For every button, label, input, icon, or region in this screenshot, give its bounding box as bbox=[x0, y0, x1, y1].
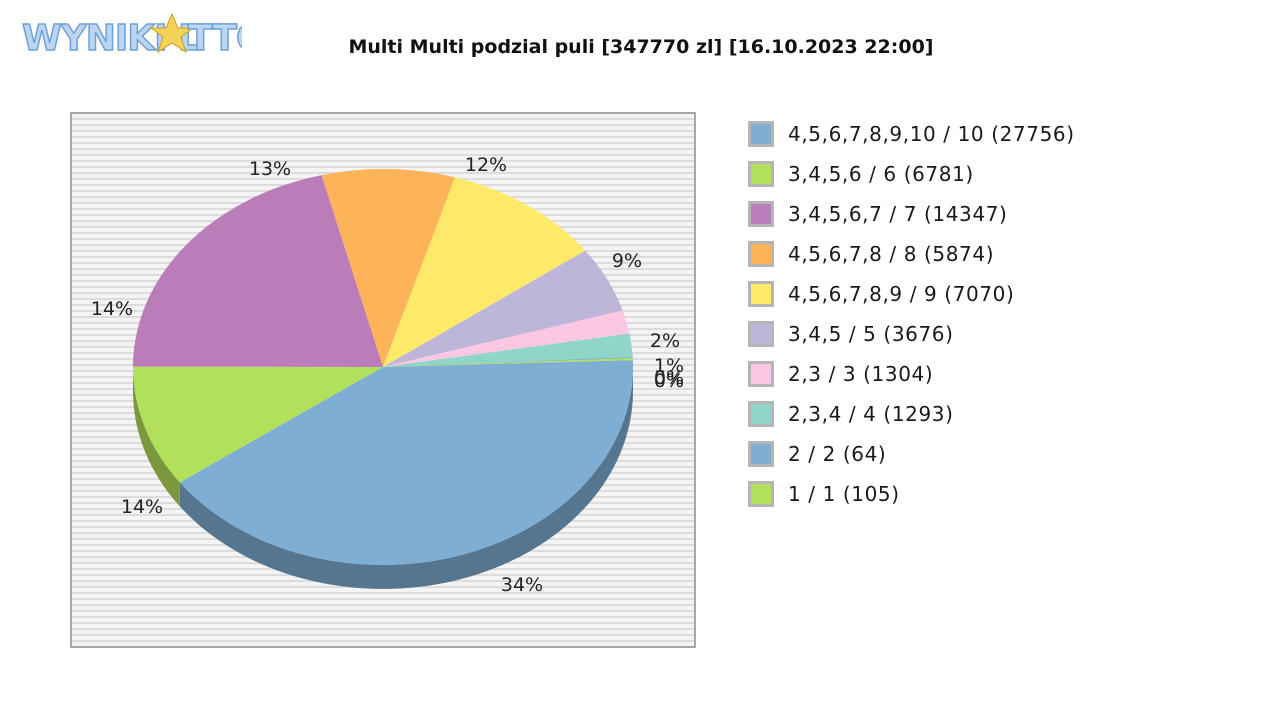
wyniki-lotto-logo: WYNIKI L TTO bbox=[21, 12, 242, 60]
legend-swatch bbox=[748, 241, 774, 267]
pie-slice-3-4-5-5-3676 bbox=[383, 250, 623, 367]
percent-label: 34% bbox=[501, 574, 543, 596]
legend-label: 2 / 2 (64) bbox=[788, 442, 887, 466]
percent-label: 0% bbox=[654, 367, 684, 389]
legend-item: 4,5,6,7,8 / 8 (5874) bbox=[748, 241, 1268, 281]
svg-text:TTO: TTO bbox=[188, 18, 242, 59]
percent-label: 1% bbox=[654, 355, 684, 377]
legend-label: 4,5,6,7,8,9 / 9 (7070) bbox=[788, 282, 1015, 306]
pie-slice-4-5-6-7-8-9-10-10-27756 bbox=[179, 360, 634, 565]
pie-side-4-5-6-7-8-9-10-10-27756 bbox=[179, 367, 634, 590]
legend-label: 2,3,4 / 4 (1293) bbox=[788, 402, 954, 426]
percent-label: 0% bbox=[654, 370, 684, 392]
legend-label: 3,4,5 / 5 (3676) bbox=[788, 322, 954, 346]
legend-item: 4,5,6,7,8,9 / 9 (7070) bbox=[748, 281, 1268, 321]
percent-label: 14% bbox=[91, 298, 133, 320]
legend-swatch bbox=[748, 321, 774, 347]
legend-item: 3,4,5,6,7 / 7 (14347) bbox=[748, 201, 1268, 241]
percent-label: 13% bbox=[249, 158, 291, 180]
legend-item: 2 / 2 (64) bbox=[748, 441, 1268, 481]
legend-item: 2,3,4 / 4 (1293) bbox=[748, 401, 1268, 441]
percent-label: 14% bbox=[121, 496, 163, 518]
legend-swatch bbox=[748, 161, 774, 187]
legend-item: 3,4,5,6 / 6 (6781) bbox=[748, 161, 1268, 201]
percent-label: 12% bbox=[465, 154, 507, 176]
legend-item: 3,4,5 / 5 (3676) bbox=[748, 321, 1268, 361]
legend-swatch bbox=[748, 441, 774, 467]
legend-label: 4,5,6,7,8 / 8 (5874) bbox=[788, 242, 995, 266]
legend-label: 2,3 / 3 (1304) bbox=[788, 362, 934, 386]
pie-slice-3-4-5-6-7-7-14347 bbox=[133, 175, 383, 367]
pie-slice-2-3-3-1304 bbox=[383, 310, 630, 367]
legend-swatch bbox=[748, 121, 774, 147]
pie-slice-1-1-105 bbox=[383, 358, 633, 367]
legend-swatch bbox=[748, 201, 774, 227]
percent-label: 2% bbox=[650, 330, 680, 352]
legend-swatch bbox=[748, 281, 774, 307]
legend-label: 3,4,5,6 / 6 (6781) bbox=[788, 162, 974, 186]
legend-item: 2,3 / 3 (1304) bbox=[748, 361, 1268, 401]
legend-item: 1 / 1 (105) bbox=[748, 481, 1268, 521]
chart-title: Multi Multi podzial puli [347770 zl] [16… bbox=[348, 36, 934, 58]
pie-side-3-4-5-6-6-6781 bbox=[133, 367, 180, 507]
pie-slice-4-5-6-7-8-8-5874 bbox=[321, 169, 456, 367]
chart-legend: 4,5,6,7,8,9,10 / 10 (27756) 3,4,5,6 / 6 (… bbox=[748, 121, 1268, 521]
legend-label: 3,4,5,6,7 / 7 (14347) bbox=[788, 202, 1008, 226]
pie-slice-2-3-4-4-1293 bbox=[383, 333, 633, 367]
pie-slice-4-5-6-7-8-9-9-7070 bbox=[383, 177, 586, 367]
percent-label: 9% bbox=[612, 250, 642, 272]
legend-label: 1 / 1 (105) bbox=[788, 482, 900, 506]
legend-label: 4,5,6,7,8,9,10 / 10 (27756) bbox=[788, 122, 1075, 146]
legend-swatch bbox=[748, 361, 774, 387]
pie-slice-3-4-5-6-6-6781 bbox=[133, 366, 383, 483]
legend-swatch bbox=[748, 401, 774, 427]
legend-swatch bbox=[748, 481, 774, 507]
legend-item: 4,5,6,7,8,9,10 / 10 (27756) bbox=[748, 121, 1268, 161]
pie-slice-2-2-64 bbox=[383, 357, 633, 367]
